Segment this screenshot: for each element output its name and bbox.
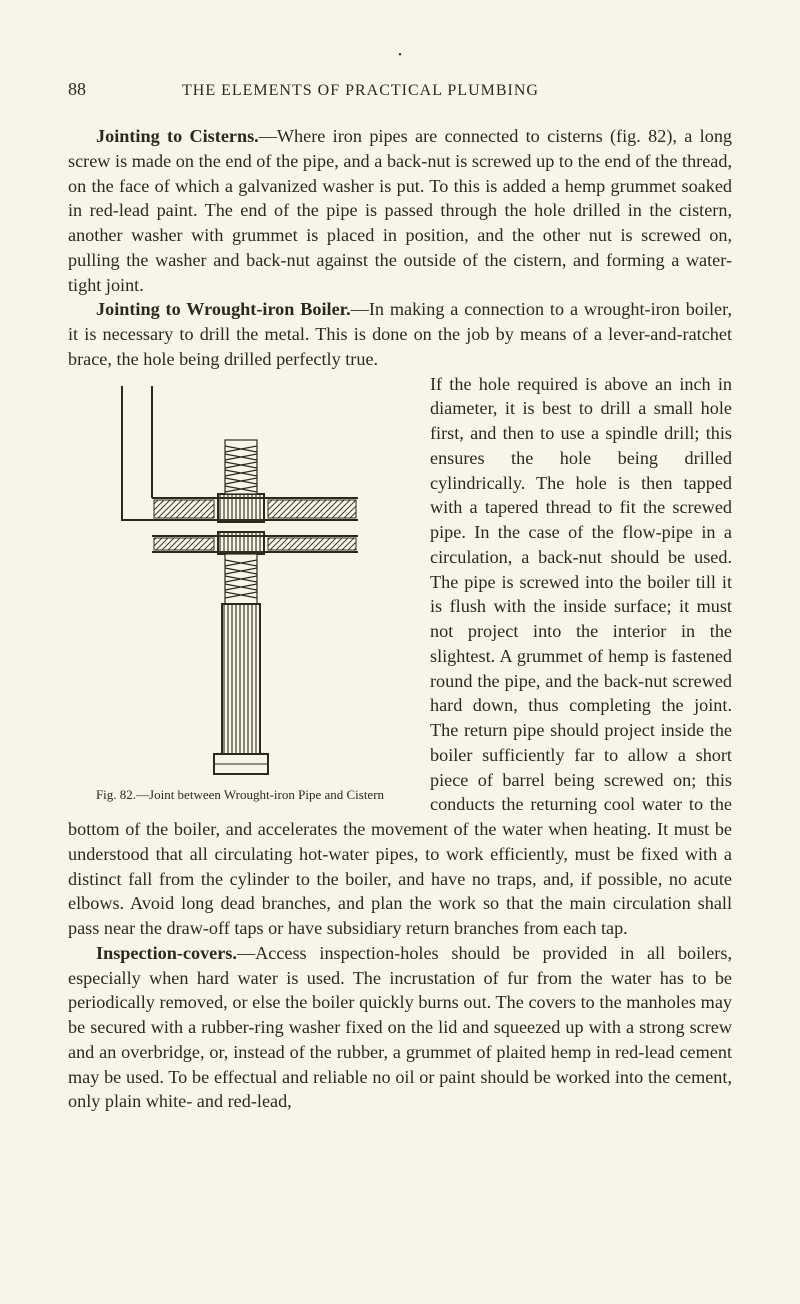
runin-inspection: Inspection-covers. [96,943,237,963]
pipe-joint-illustration [110,380,370,780]
paragraph-jointing-cisterns: Jointing to Cisterns.—Where iron pipes a… [68,124,732,297]
p1-body: —Where iron pipes are connected to ciste… [68,126,732,295]
page-number: 88 [68,79,86,100]
top-dot: • [68,50,732,61]
figure-caption: Fig. 82.—Joint between Wrought-iron Pipe… [68,786,412,804]
page-header: 88 THE ELEMENTS OF PRACTICAL PLUMBING [68,79,732,100]
body-text: Jointing to Cisterns.—Where iron pipes a… [68,124,732,1114]
runin-boiler: Jointing to Wrought-iron Boiler. [96,299,351,319]
figure-82: Fig. 82.—Joint between Wrought-iron Pipe… [68,380,412,804]
page-title: THE ELEMENTS OF PRACTICAL PLUMBING [182,82,539,100]
paragraph-jointing-boiler: Jointing to Wrought-iron Boiler.—In maki… [68,297,732,371]
paragraph-inspection-covers: Inspection-covers.—Access inspection-hol… [68,941,732,1114]
runin-cisterns: Jointing to Cisterns. [96,126,259,146]
p3-body: —Access inspection-holes should be provi… [68,943,732,1112]
